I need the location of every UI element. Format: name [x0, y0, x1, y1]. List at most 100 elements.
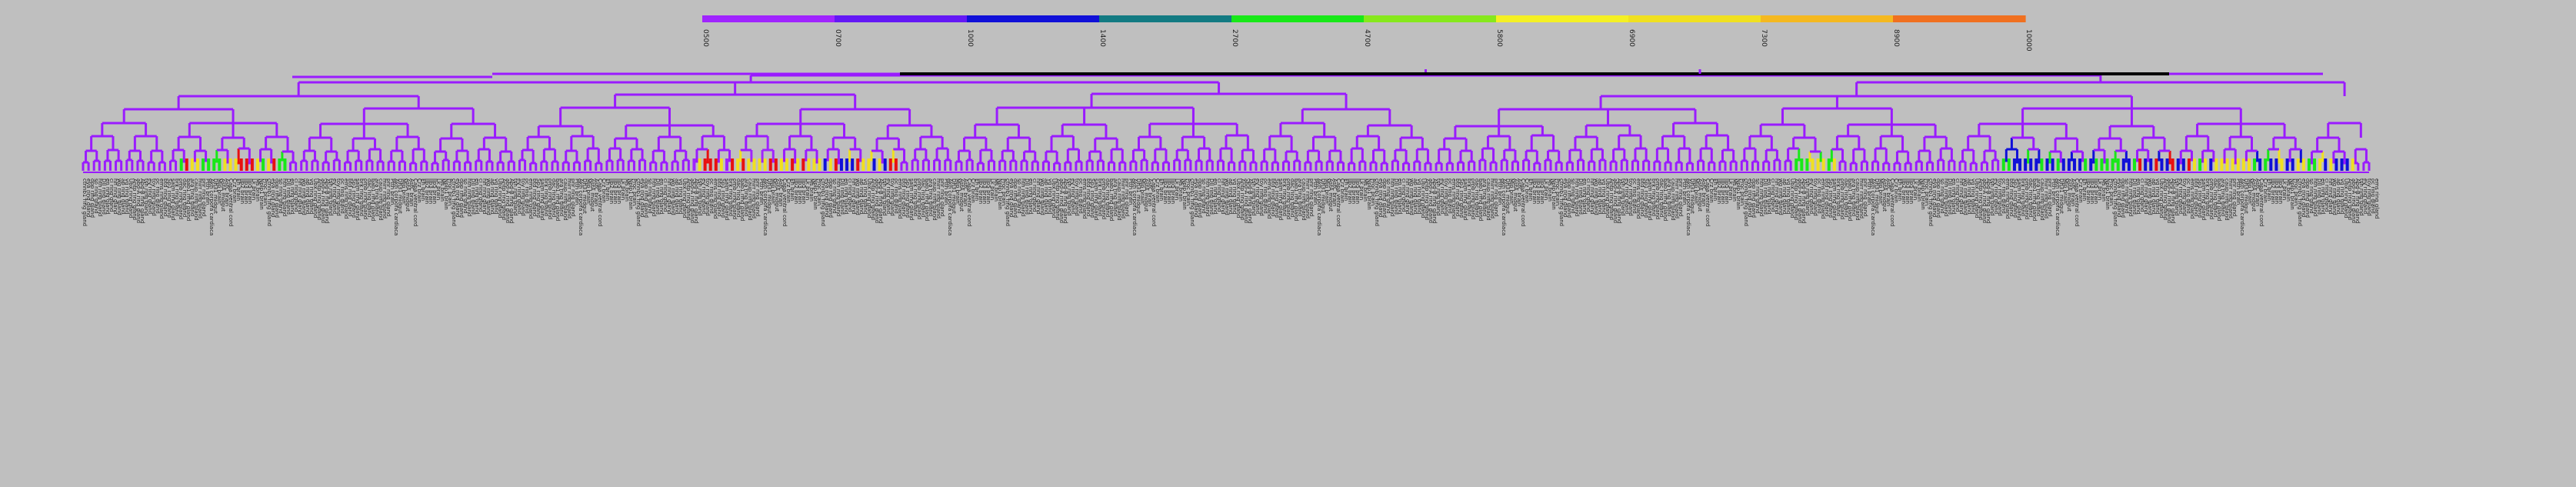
leaf-label: Sp1 ring gland	[351, 178, 357, 218]
heat-cell	[2138, 158, 2142, 171]
leaf-label: dpp ring gland	[2120, 178, 2126, 218]
heat-cell	[1795, 158, 1798, 171]
leaf-label: hh ring gland	[1220, 178, 1226, 215]
heat-cell	[698, 158, 701, 171]
leaf-label: Crz brain	[1524, 178, 1530, 203]
leaf-label: Ptth brain	[2051, 178, 2057, 205]
heat-cell	[747, 158, 751, 171]
leaf-label: en ring gland	[289, 178, 295, 214]
leaf-label: ci ring gland	[847, 178, 853, 212]
leaf-label: hh ring gland	[482, 178, 488, 215]
leaf-label: hth ring gland	[1758, 178, 1765, 216]
leaf-label: Eh brain	[1343, 178, 1349, 201]
leaf-label: hth ring gland	[2312, 178, 2318, 216]
leaf-label: en ring gland	[1397, 178, 1403, 214]
leaf-label: caup ring gland	[193, 178, 199, 221]
leaf-label: vg ring gland	[1970, 178, 1976, 214]
leaf-label: Ilp3 brain	[1905, 178, 1911, 204]
heat-cell	[2285, 158, 2289, 171]
heat-cell	[2269, 158, 2273, 171]
heat-cell	[2061, 158, 2065, 171]
leaf-label: eya ring gland	[1931, 178, 1938, 217]
heat-cell	[278, 158, 282, 171]
leaf-label: pnr ring gland	[2047, 178, 2053, 216]
leaf-label: toy ring gland	[889, 178, 895, 216]
leaf-label: Ptth brain	[943, 178, 949, 205]
leaf-label: en ring gland	[1028, 178, 1034, 214]
leaf-label: Abd-B ring gland	[1431, 178, 1438, 223]
leaf-label: ctnnb1 ring gland	[820, 178, 826, 226]
leaf-label: Ilp5 brain	[1908, 178, 1915, 204]
leaf-label: dpp ring gland	[828, 178, 834, 218]
leaf-label: hh ring gland	[1405, 178, 1411, 215]
leaf-label: Ilp2 brain	[2085, 178, 2091, 204]
heat-cell	[703, 158, 707, 171]
leaf-label: omb ring gland	[547, 178, 553, 219]
heat-cell	[2018, 158, 2022, 171]
heat-cell	[2154, 158, 2158, 171]
leaf-label: en ring gland	[1951, 178, 1957, 214]
heat-cell	[2225, 158, 2229, 171]
leaf-label: tsh ring gland	[697, 178, 703, 216]
leaf-label: mirr ring gland	[2228, 178, 2234, 218]
leaf-label: Ilp3 brain	[1166, 178, 1172, 204]
leaf-label: Eh brain	[420, 178, 426, 201]
leaf-label: Ilp2 brain	[1716, 178, 1722, 204]
heat-cell	[768, 158, 772, 171]
leaf-label: pnr ring gland	[1308, 178, 1315, 216]
leaf-label: Proc brain	[1739, 178, 1745, 205]
leaf-label: Proc brain	[262, 178, 268, 205]
colorbar-tick-label: 1000	[966, 29, 974, 47]
leaf-label: salm ring gland	[1462, 178, 1468, 220]
leaf-label: Ms brain	[1916, 178, 1922, 202]
leaf-label: wg ring gland	[1778, 178, 1784, 215]
leaf-label: Akh corpora cardiaca	[393, 178, 399, 235]
leaf-label: Nplp1 brain	[2289, 178, 2295, 210]
leaf-label: hh ring gland	[2328, 178, 2334, 215]
leaf-label: Crz brain	[1339, 178, 1345, 203]
heat-cell	[791, 158, 795, 171]
heat-cell	[250, 158, 254, 171]
leaf-label: Lk brain	[620, 178, 626, 200]
heat-cell	[223, 158, 227, 171]
leaf-label: Eh brain	[1897, 178, 1903, 201]
leaf-label: pnr ring gland	[2231, 178, 2238, 216]
leaf-label: Lk brain	[251, 178, 257, 200]
heat-cell	[692, 158, 696, 171]
leaf-label: en ring gland	[1766, 178, 1772, 214]
leaf-label: Nplp1 brain	[997, 178, 1003, 210]
leaf-label: Nplp1 brain	[812, 178, 818, 210]
leaf-label: toy ring gland	[1628, 178, 1634, 216]
leaf-label: AstC brain	[1885, 178, 1891, 206]
leaf-label: en ring gland	[843, 178, 849, 214]
leaf-label: so ring gland	[1755, 178, 1761, 214]
heat-cell	[812, 158, 816, 171]
leaf-label: Abd-B ring gland	[1247, 178, 1253, 223]
leaf-label: Antp ring gland	[501, 178, 507, 220]
leaf-label: so ring gland	[462, 178, 468, 214]
leaf-label: AstA midgut	[1697, 178, 1703, 212]
leaf-label: tsh ring gland	[881, 178, 888, 216]
leaf-label: dac ring gland	[551, 178, 557, 217]
leaf-label: eya ring gland	[1378, 178, 1384, 217]
leaf-label: dpp ring gland	[1197, 178, 1203, 218]
leaf-label: wg ring gland	[855, 178, 861, 215]
leaf-label: omb ring gland	[2024, 178, 2030, 219]
leaf-label: abd-A ring gland	[2166, 178, 2172, 223]
heat-cell	[2007, 158, 2011, 171]
leaf-label: en ring gland	[658, 178, 665, 214]
leaf-label: ap ring gland	[120, 178, 126, 214]
leaf-label: Lk brain	[2281, 178, 2288, 200]
leaf-label: ap ring gland	[674, 178, 680, 214]
leaf-label: AstA midgut	[958, 178, 965, 212]
leaf-label: ap ring gland	[1966, 178, 1972, 214]
leaf-label: AstC brain	[408, 178, 415, 206]
leaf-label: ey ring gland	[332, 178, 338, 214]
leaf-label: omb ring gland	[362, 178, 368, 219]
heat-cell	[774, 158, 778, 171]
leaf-label: oc ring gland	[2001, 178, 2007, 214]
leaf-label: Ubx ring gland	[1605, 178, 1611, 218]
leaf-label: AstC brain	[778, 178, 784, 206]
leaf-label: ems ring gland	[897, 178, 903, 218]
heat-cell	[2111, 158, 2114, 171]
